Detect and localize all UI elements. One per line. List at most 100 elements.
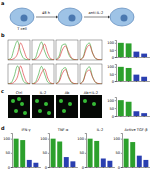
plot-frame	[56, 40, 78, 60]
axis-line	[87, 167, 115, 169]
tick-label: 0	[112, 80, 115, 84]
axis-line	[115, 65, 117, 82]
panel-label: b	[1, 32, 5, 38]
nucleus	[69, 15, 76, 22]
histogram-chart	[80, 40, 102, 60]
tick-mark	[115, 74, 116, 75]
tick-label: 0	[82, 166, 85, 170]
schematic-label: T cell	[16, 27, 27, 31]
tick-mark	[115, 81, 116, 82]
cell-signal	[62, 109, 66, 113]
bar	[141, 77, 147, 81]
tick-label: 100	[40, 137, 48, 141]
plot-frame	[80, 64, 102, 84]
histogram-line	[8, 66, 30, 84]
tick: 0	[112, 115, 116, 119]
histogram-chart	[56, 40, 78, 60]
bars	[118, 100, 147, 116]
tick	[109, 167, 110, 168]
plot-frame	[80, 40, 102, 60]
tick	[145, 167, 146, 168]
tick-mark	[115, 116, 116, 117]
tick-mark	[72, 167, 73, 168]
tick: 0	[45, 166, 49, 170]
cell-signal	[59, 99, 63, 103]
axis-line	[121, 134, 123, 168]
tick: 50	[115, 151, 122, 155]
axis: 050100	[107, 98, 116, 119]
bar	[143, 160, 148, 167]
arrow	[84, 17, 108, 18]
cell	[58, 8, 82, 26]
tick	[139, 167, 140, 168]
tick	[90, 167, 91, 168]
bar	[101, 159, 106, 168]
tick-mark	[16, 167, 17, 168]
tick	[53, 167, 54, 168]
tick-mark	[121, 139, 122, 140]
axis	[117, 81, 150, 82]
bar	[14, 139, 19, 167]
tick	[132, 167, 133, 168]
tick-label: 100	[107, 65, 115, 69]
tick-mark	[115, 108, 116, 109]
bar	[141, 113, 147, 116]
axis-line	[48, 134, 50, 168]
tick-mark	[22, 167, 23, 168]
tick-mark	[144, 57, 145, 58]
tick-label: 100	[77, 137, 85, 141]
bar	[94, 141, 99, 167]
tick-mark	[59, 167, 60, 168]
tick-label: 50	[109, 73, 114, 77]
tick: 100	[107, 99, 116, 103]
tick	[96, 167, 97, 168]
bars	[51, 139, 76, 167]
axis-line	[115, 98, 117, 117]
tick: 100	[3, 137, 12, 141]
axis	[117, 116, 150, 117]
tick: 50	[79, 151, 86, 155]
tick-mark	[115, 50, 116, 51]
axis	[50, 167, 78, 168]
bar	[27, 160, 32, 167]
tick: 0	[8, 166, 12, 170]
bar	[118, 43, 124, 57]
tick-mark	[35, 167, 36, 168]
micrograph	[80, 95, 102, 118]
tick-mark	[136, 81, 137, 82]
plot-frame	[8, 64, 30, 84]
tick	[136, 116, 137, 117]
axis-line	[11, 134, 13, 168]
histogram-line	[80, 43, 102, 60]
tick	[128, 116, 129, 117]
axis	[123, 167, 150, 168]
tick-mark	[136, 116, 137, 117]
tick: 100	[113, 137, 122, 141]
bar-chart: 050100IFN-γ	[3, 128, 40, 170]
bar-chart: 050100Active TGF-β	[113, 128, 150, 170]
tick-mark	[115, 100, 116, 101]
tick-label: 0	[45, 166, 48, 170]
tick: 0	[118, 166, 122, 170]
axis: 050100	[3, 134, 12, 170]
tick-mark	[109, 167, 110, 168]
nucleus	[121, 15, 128, 22]
bar	[70, 161, 75, 167]
bar	[51, 139, 56, 167]
histogram-line	[56, 70, 78, 84]
tick: 50	[109, 49, 116, 53]
tick	[128, 57, 129, 58]
lines	[8, 66, 30, 84]
axis-line	[115, 41, 117, 58]
lines	[32, 66, 54, 84]
tick: 100	[107, 41, 116, 45]
arrow	[36, 17, 56, 18]
bar-chart: 050100	[107, 41, 149, 60]
tick-mark	[11, 167, 12, 168]
bar	[130, 142, 135, 167]
axis-line	[117, 57, 150, 59]
bar	[133, 52, 139, 57]
cell	[10, 8, 34, 26]
histogram-line	[56, 68, 78, 84]
histogram-line	[56, 44, 78, 60]
